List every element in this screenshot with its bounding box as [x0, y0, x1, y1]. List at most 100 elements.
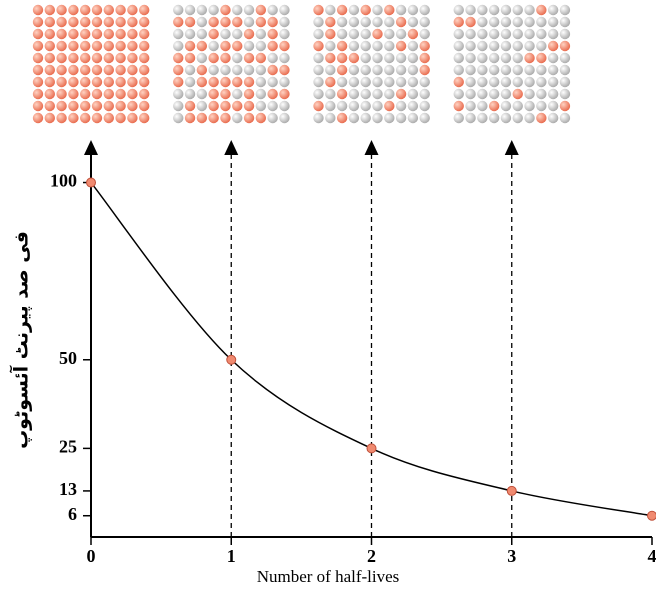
atom	[408, 101, 418, 111]
atom	[454, 101, 464, 111]
atom	[92, 17, 102, 27]
atom	[173, 17, 183, 27]
atom	[548, 65, 558, 75]
atom	[325, 65, 335, 75]
atom	[33, 5, 43, 15]
atom	[325, 5, 335, 15]
atom	[185, 77, 195, 87]
atom	[361, 65, 371, 75]
atom	[256, 113, 266, 123]
atom	[68, 77, 78, 87]
atom	[127, 65, 137, 75]
atom	[56, 29, 66, 39]
atom-grid	[454, 5, 571, 123]
atom	[313, 53, 323, 63]
atom	[279, 101, 289, 111]
atom	[489, 113, 499, 123]
atom	[115, 113, 125, 123]
atom	[127, 53, 137, 63]
atom	[313, 41, 323, 51]
atom	[384, 113, 394, 123]
atom	[548, 101, 558, 111]
atom	[220, 5, 230, 15]
atom	[420, 17, 430, 27]
atom	[524, 101, 534, 111]
atom	[361, 77, 371, 87]
atom	[45, 29, 55, 39]
atom	[536, 113, 546, 123]
atom	[256, 29, 266, 39]
atom	[372, 5, 382, 15]
atom	[279, 113, 289, 123]
atom	[115, 17, 125, 27]
atom	[208, 53, 218, 63]
atom	[220, 89, 230, 99]
atom	[267, 77, 277, 87]
atom	[536, 5, 546, 15]
atom	[454, 53, 464, 63]
atom	[56, 65, 66, 75]
atom	[232, 77, 242, 87]
atom	[454, 89, 464, 99]
atom	[208, 5, 218, 15]
atom	[560, 77, 570, 87]
atom	[560, 65, 570, 75]
atom	[139, 113, 149, 123]
atom	[173, 5, 183, 15]
atom	[477, 77, 487, 87]
atom	[256, 89, 266, 99]
x-tick-label: 0	[87, 546, 96, 566]
atom	[420, 65, 430, 75]
atom	[92, 101, 102, 111]
atom	[325, 41, 335, 51]
atom	[45, 65, 55, 75]
atom	[80, 53, 90, 63]
atom	[104, 29, 114, 39]
atom	[420, 113, 430, 123]
atom	[127, 41, 137, 51]
atom	[220, 77, 230, 87]
y-tick-label: 50	[59, 348, 77, 368]
x-tick-label: 4	[648, 546, 656, 566]
atom	[56, 17, 66, 27]
atom	[489, 41, 499, 51]
atom	[548, 17, 558, 27]
atom	[267, 65, 277, 75]
atom	[220, 29, 230, 39]
atom	[501, 101, 511, 111]
atom	[408, 65, 418, 75]
data-point	[87, 178, 96, 187]
atom	[244, 65, 254, 75]
atom	[92, 77, 102, 87]
atom	[349, 17, 359, 27]
atom	[454, 29, 464, 39]
atom	[267, 53, 277, 63]
atom	[408, 89, 418, 99]
decay-curve	[91, 183, 652, 516]
atom	[185, 17, 195, 27]
atom	[115, 5, 125, 15]
y-axis-arrow	[84, 140, 98, 155]
atom	[45, 77, 55, 87]
atom	[465, 65, 475, 75]
y-tick-label: 6	[68, 504, 77, 524]
atom	[45, 89, 55, 99]
atom	[197, 77, 207, 87]
atom	[465, 89, 475, 99]
atom	[256, 101, 266, 111]
atom	[349, 65, 359, 75]
atom	[420, 29, 430, 39]
atom	[337, 5, 347, 15]
atom	[244, 77, 254, 87]
atom	[279, 53, 289, 63]
atom	[513, 29, 523, 39]
atom	[501, 5, 511, 15]
atom	[220, 17, 230, 27]
atom	[361, 89, 371, 99]
atom	[127, 5, 137, 15]
atom	[139, 89, 149, 99]
atom	[232, 17, 242, 27]
atom	[313, 29, 323, 39]
atom	[185, 53, 195, 63]
atom	[337, 53, 347, 63]
